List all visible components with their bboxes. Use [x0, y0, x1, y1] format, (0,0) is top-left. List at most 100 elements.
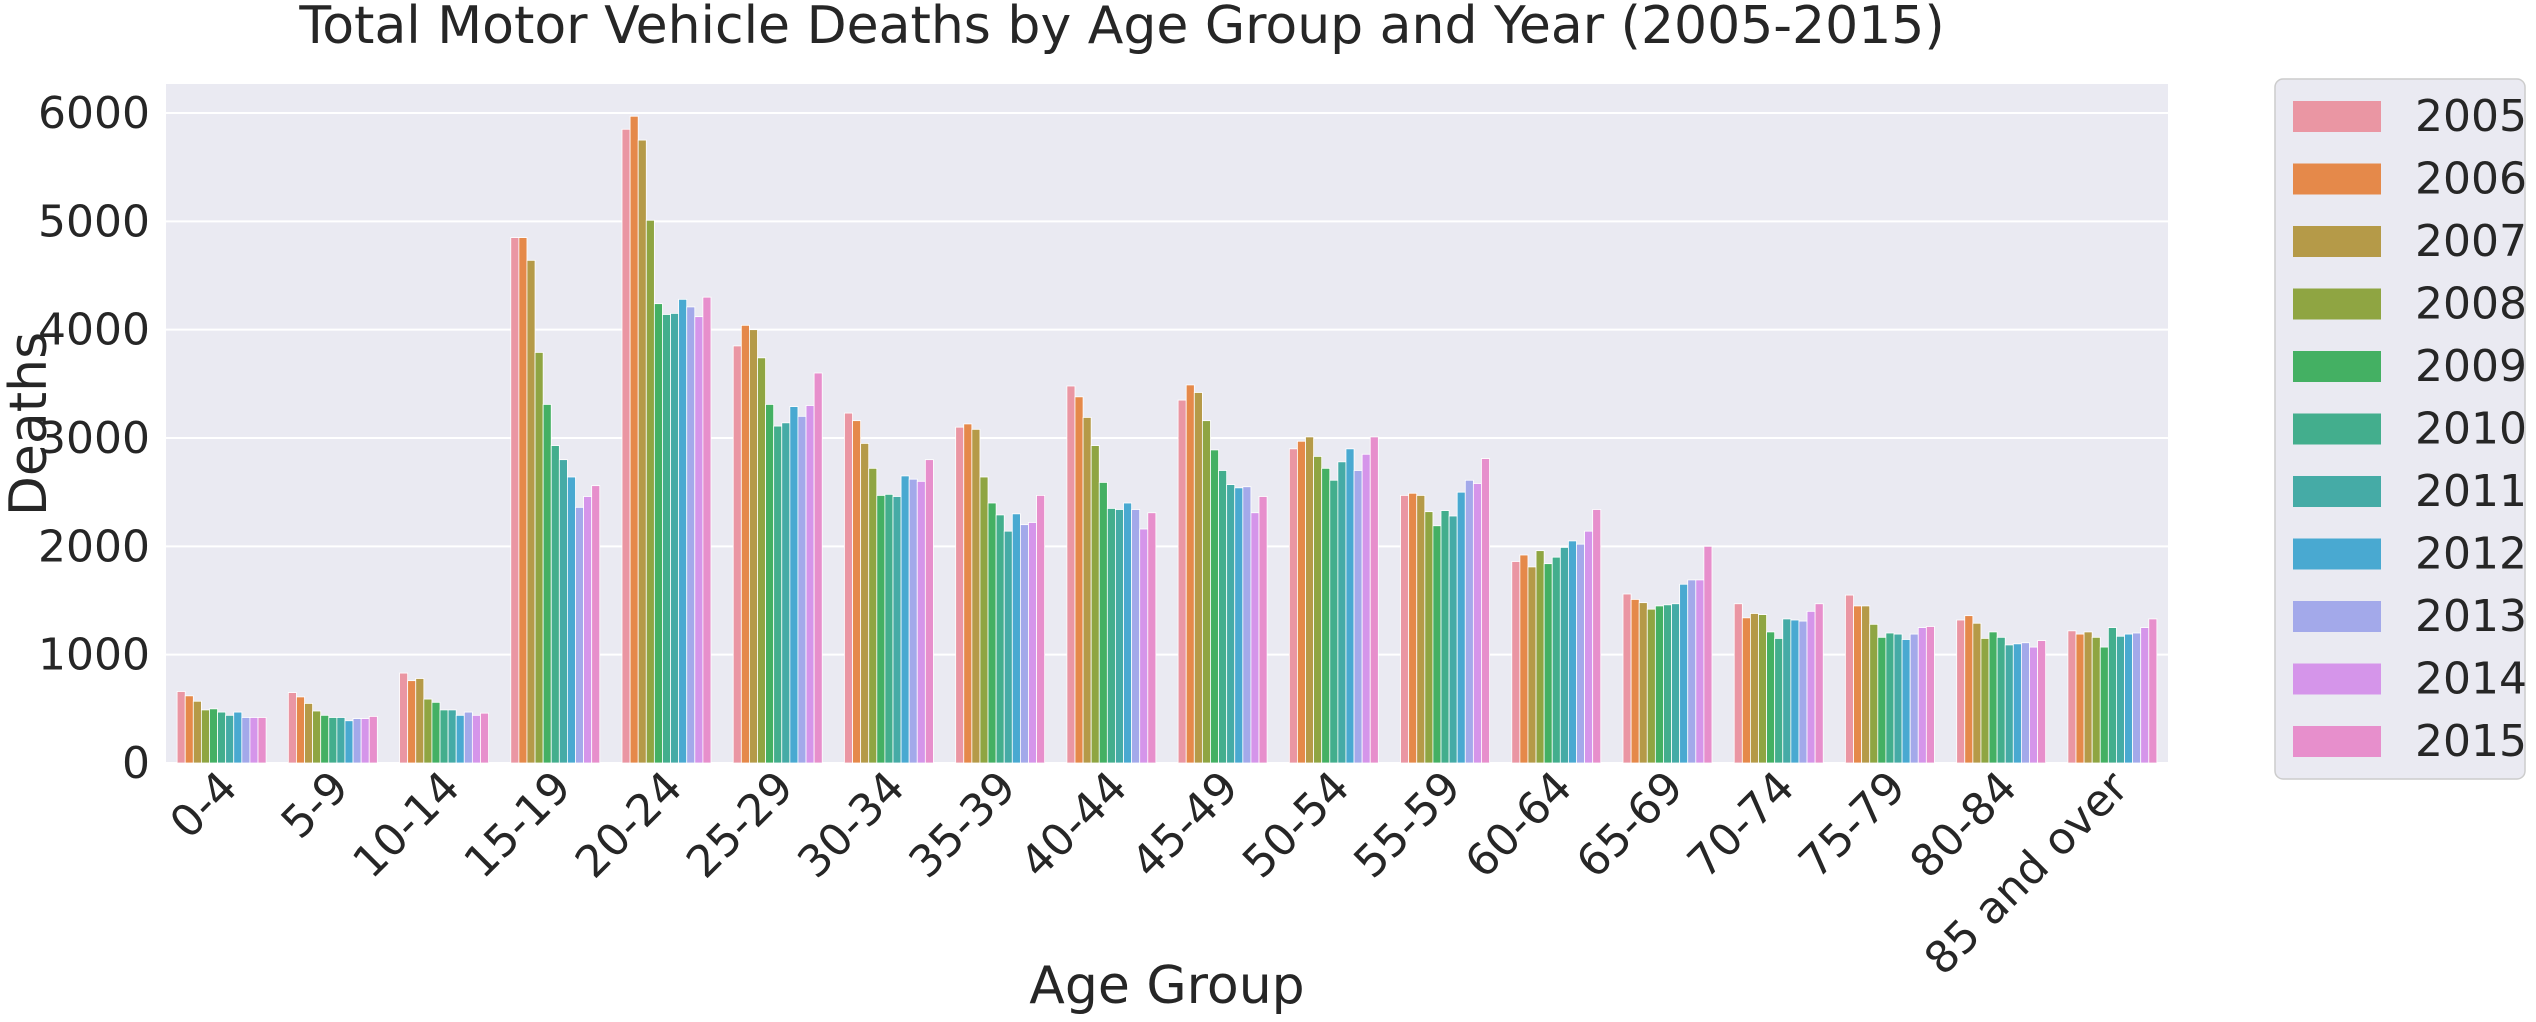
bar — [344, 720, 354, 764]
x-tick-label: 45-49 — [1122, 762, 1248, 888]
bar — [2124, 633, 2134, 764]
bar — [1115, 509, 1124, 764]
y-tick-label: 5000 — [38, 196, 150, 247]
bar — [1956, 619, 1966, 764]
bar — [765, 404, 775, 764]
bar — [1003, 530, 1013, 764]
bar — [908, 478, 918, 764]
bar — [1098, 482, 1108, 764]
bar — [526, 259, 536, 764]
bar — [1074, 396, 1084, 764]
legend-swatch — [2293, 476, 2381, 507]
bar — [192, 700, 202, 764]
bar — [2132, 632, 2142, 764]
bar — [558, 459, 568, 764]
legend: 2005 2006 2007 2008 2009 2010 2011 2012 2013 2014… — [2274, 78, 2527, 780]
bar — [1988, 631, 1998, 764]
bar — [1321, 467, 1331, 764]
bar — [1456, 491, 1466, 764]
x-tick-label: 65-69 — [1567, 762, 1693, 888]
y-tick-label: 2000 — [38, 521, 150, 572]
bar — [662, 314, 671, 764]
bar — [1576, 543, 1585, 764]
bar — [518, 237, 528, 764]
bar — [463, 711, 473, 764]
bar — [749, 329, 758, 764]
bar — [1226, 484, 1236, 764]
bar — [963, 423, 973, 764]
bar — [184, 695, 194, 764]
legend-label: 2014 — [2415, 654, 2527, 705]
bar — [2037, 640, 2047, 764]
bar — [892, 496, 902, 764]
bar — [431, 701, 441, 764]
x-axis-ticks: 0-4 5-910-1415-1920-2425-2930-3435-3940-4… — [161, 761, 2139, 985]
bar — [1527, 566, 1537, 764]
bar — [1011, 513, 1021, 764]
x-tick-label: 35-39 — [899, 762, 1025, 888]
y-axis-title: Deaths — [0, 332, 59, 516]
bar — [916, 480, 926, 764]
bar — [686, 306, 696, 764]
bar — [1917, 627, 1927, 764]
bar — [567, 476, 576, 764]
bar — [407, 680, 417, 764]
bar — [257, 717, 267, 764]
bar — [805, 405, 815, 764]
bar — [1814, 603, 1824, 764]
bar — [2099, 646, 2109, 764]
x-tick-label: 20-24 — [566, 762, 692, 888]
x-tick-label: 40-44 — [1011, 762, 1137, 888]
bar — [2004, 644, 2014, 764]
bar — [1568, 540, 1577, 764]
bar — [1622, 593, 1632, 764]
bar — [225, 714, 235, 764]
bar — [550, 445, 560, 764]
bar — [368, 716, 378, 764]
bar — [1861, 605, 1871, 764]
legend-label: 2008 — [2415, 279, 2527, 330]
legend-swatch — [2293, 288, 2381, 320]
bar — [1210, 449, 1219, 764]
bar — [2020, 642, 2030, 764]
bar — [1758, 614, 1767, 764]
bar — [1885, 632, 1895, 764]
bar — [797, 415, 807, 764]
bar — [844, 412, 853, 764]
bar — [1925, 626, 1935, 764]
bar — [852, 420, 862, 764]
bar — [1369, 436, 1379, 764]
gridlines — [166, 112, 2168, 764]
bar — [1481, 458, 1490, 764]
bar — [1869, 623, 1879, 764]
bar — [200, 709, 210, 764]
bar — [1440, 510, 1450, 764]
bar — [471, 714, 481, 764]
bar — [249, 717, 259, 764]
bar — [575, 506, 584, 764]
bar — [995, 514, 1005, 764]
legend-swatch — [2293, 163, 2381, 195]
bar — [637, 139, 647, 764]
x-axis-title: Age Group — [1029, 956, 1304, 1016]
bar — [1036, 495, 1046, 764]
legend-label: 2011 — [2415, 466, 2527, 517]
bar — [2107, 627, 2117, 764]
bar — [1424, 511, 1434, 764]
bar — [287, 692, 297, 764]
bar — [1654, 605, 1664, 764]
bar — [2067, 630, 2077, 764]
bar — [1766, 631, 1776, 764]
bar — [304, 703, 314, 764]
bar — [328, 717, 338, 764]
bar — [1193, 392, 1203, 764]
y-tick-label: 1000 — [38, 630, 150, 681]
bar — [241, 717, 251, 764]
x-tick-label: 75-79 — [1789, 762, 1915, 888]
x-tick-label: 5-9 — [272, 762, 359, 849]
bars — [176, 115, 2158, 764]
bar — [1663, 604, 1672, 764]
bar — [1218, 470, 1228, 764]
bar — [2140, 627, 2150, 764]
bar — [336, 717, 346, 764]
